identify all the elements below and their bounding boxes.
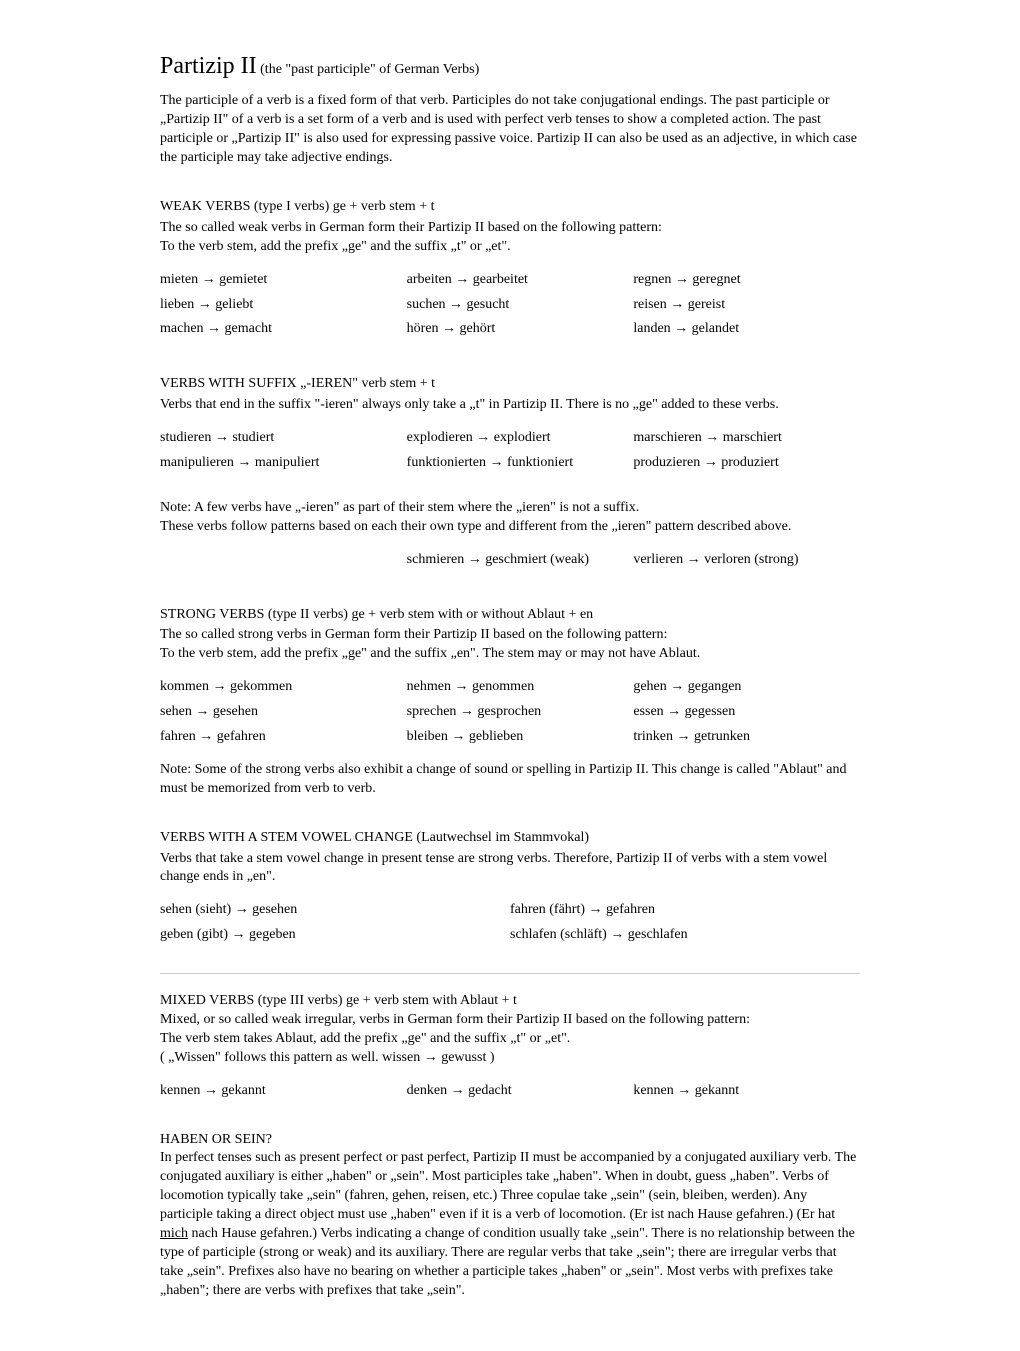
table-row: studieren → studiert explodieren → explo…	[160, 429, 860, 448]
cell: reisen → gereist	[633, 296, 860, 315]
cell: bleiben → geblieben	[387, 728, 634, 747]
strong-note: Note: Some of the strong verbs also exhi…	[160, 761, 860, 799]
table-row: sehen (sieht) → gesehen fahren (fährt) →…	[160, 901, 860, 920]
table-row: machen → gemacht hören → gehört landen →…	[160, 320, 860, 339]
cell: funktionierten → funktioniert	[387, 454, 634, 473]
cell: marschieren → marschiert	[633, 429, 860, 448]
haben-text: In perfect tenses such as present perfec…	[160, 1150, 856, 1222]
cell: manipulieren → manipuliert	[160, 454, 387, 473]
haben-heading: HABEN OR SEIN?	[160, 1131, 860, 1150]
cell: kennen → gekannt	[160, 1082, 387, 1101]
weak-heading: WEAK VERBS (type I verbs) ge + verb stem…	[160, 198, 860, 217]
haben-paragraph: In perfect tenses such as present perfec…	[160, 1149, 860, 1300]
cell: regnen → geregnet	[633, 271, 860, 290]
table-row: schmieren → geschmiert (weak) verlieren …	[160, 551, 860, 570]
note-line: These verbs follow patterns based on eac…	[160, 518, 860, 537]
cell: fahren → gefahren	[160, 728, 387, 747]
cell: fahren (fährt) → gefahren	[510, 901, 860, 920]
cell	[160, 551, 387, 570]
cell: landen → gelandet	[633, 320, 860, 339]
ieren-note: Note: A few verbs have „-ieren" as part …	[160, 499, 860, 537]
cell: geben (gibt) → gegeben	[160, 926, 510, 945]
cell: kommen → gekommen	[160, 678, 387, 697]
weak-desc: The so called weak verbs in German form …	[160, 219, 860, 257]
cell: explodieren → explodiert	[387, 429, 634, 448]
cell: suchen → gesucht	[387, 296, 634, 315]
cell: studieren → studiert	[160, 429, 387, 448]
strong-desc: The so called strong verbs in German for…	[160, 626, 860, 664]
cell: machen → gemacht	[160, 320, 387, 339]
haben-section: HABEN OR SEIN? In perfect tenses such as…	[160, 1131, 860, 1301]
note-line: Note: A few verbs have „-ieren" as part …	[160, 499, 860, 518]
haben-underlined: mich	[160, 1226, 188, 1241]
subtitle: (the "past participle" of German Verbs)	[260, 62, 479, 77]
table-row: mieten → gemietet arbeiten → gearbeitet …	[160, 271, 860, 290]
cell: mieten → gemietet	[160, 271, 387, 290]
strong-desc-line: The so called strong verbs in German for…	[160, 626, 860, 645]
ieren-desc: Verbs that end in the suffix "-ieren" al…	[160, 396, 860, 415]
mixed-heading: MIXED VERBS (type III verbs) ge + verb s…	[160, 992, 860, 1011]
intro-paragraph: The participle of a verb is a fixed form…	[160, 92, 860, 168]
cell: sprechen → gesprochen	[387, 703, 634, 722]
cell: schmieren → geschmiert (weak)	[387, 551, 634, 570]
document-page: Partizip II (the "past participle" of Ge…	[0, 0, 1020, 1351]
divider	[160, 973, 860, 974]
cell: denken → gedacht	[387, 1082, 634, 1101]
ieren-heading: VERBS WITH SUFFIX „-IEREN" verb stem + t	[160, 375, 860, 394]
table-row: kennen → gekannt denken → gedacht kennen…	[160, 1082, 860, 1101]
page-title: Partizip II	[160, 53, 257, 79]
cell: arbeiten → gearbeitet	[387, 271, 634, 290]
cell: verlieren → verloren (strong)	[633, 551, 860, 570]
mixed-desc-line: The verb stem takes Ablaut, add the pref…	[160, 1030, 860, 1049]
weak-desc-line: To the verb stem, add the prefix „ge" an…	[160, 238, 860, 257]
table-row: kommen → gekommen nehmen → genommen gehe…	[160, 678, 860, 697]
table-row: lieben → geliebt suchen → gesucht reisen…	[160, 296, 860, 315]
cell: nehmen → genommen	[387, 678, 634, 697]
mixed-desc-line: ( „Wissen" follows this pattern as well.…	[160, 1049, 860, 1068]
vowel-heading: VERBS WITH A STEM VOWEL CHANGE (Lautwech…	[160, 829, 860, 848]
cell: gehen → gegangen	[633, 678, 860, 697]
cell: essen → gegessen	[633, 703, 860, 722]
table-row: sehen → gesehen sprechen → gesprochen es…	[160, 703, 860, 722]
cell: sehen (sieht) → gesehen	[160, 901, 510, 920]
table-row: geben (gibt) → gegeben schlafen (schläft…	[160, 926, 860, 945]
strong-heading: STRONG VERBS (type II verbs) ge + verb s…	[160, 606, 860, 625]
table-row: fahren → gefahren bleiben → geblieben tr…	[160, 728, 860, 747]
vowel-desc: Verbs that take a stem vowel change in p…	[160, 850, 860, 888]
cell: kennen → gekannt	[633, 1082, 860, 1101]
cell: sehen → gesehen	[160, 703, 387, 722]
cell: lieben → geliebt	[160, 296, 387, 315]
cell: hören → gehört	[387, 320, 634, 339]
mixed-desc-line: Mixed, or so called weak irregular, verb…	[160, 1011, 860, 1030]
strong-desc-line: To the verb stem, add the prefix „ge" an…	[160, 645, 860, 664]
haben-text: nach Hause gefahren.) Verbs indicating a…	[160, 1226, 855, 1298]
weak-desc-line: The so called weak verbs in German form …	[160, 219, 860, 238]
cell: schlafen (schläft) → geschlafen	[510, 926, 860, 945]
cell: produzieren → produziert	[633, 454, 860, 473]
table-row: manipulieren → manipuliert funktionierte…	[160, 454, 860, 473]
title-row: Partizip II (the "past participle" of Ge…	[160, 50, 860, 82]
cell: trinken → getrunken	[633, 728, 860, 747]
